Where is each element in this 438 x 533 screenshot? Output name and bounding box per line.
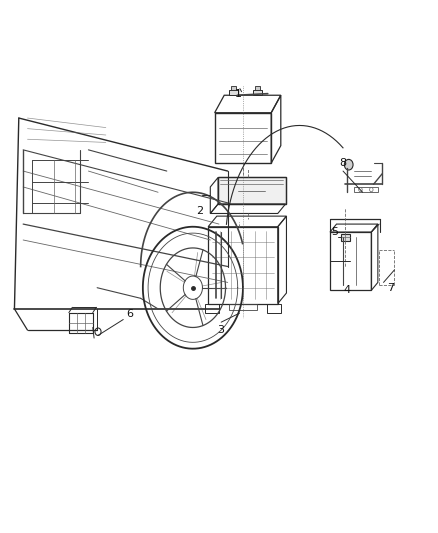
Bar: [253, 90, 262, 95]
Text: 5: 5: [331, 227, 338, 237]
Text: 6: 6: [126, 309, 133, 319]
Polygon shape: [218, 177, 286, 204]
Text: 1: 1: [235, 89, 242, 99]
Bar: [229, 90, 238, 95]
Text: 3: 3: [218, 325, 225, 335]
Bar: [254, 86, 260, 90]
Circle shape: [344, 159, 353, 170]
Text: 2: 2: [196, 206, 203, 216]
Text: 7: 7: [387, 282, 395, 293]
Bar: [341, 234, 350, 240]
Text: 8: 8: [339, 158, 346, 168]
Bar: [231, 86, 236, 90]
Text: 4: 4: [344, 285, 351, 295]
